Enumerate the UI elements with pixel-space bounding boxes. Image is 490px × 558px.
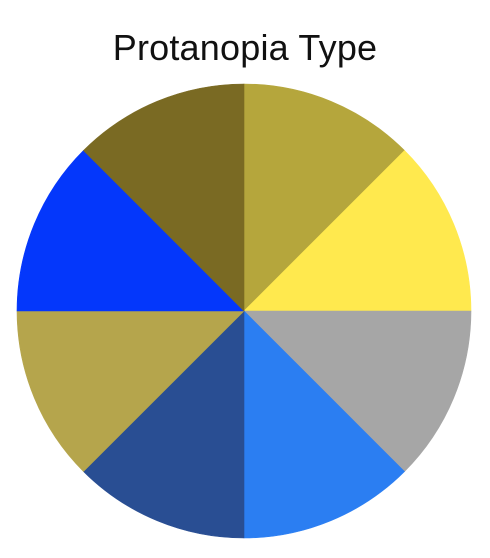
wheel-segment-bottom-left bbox=[83, 310, 245, 539]
wheel-segment-left-lower bbox=[16, 310, 245, 472]
wheel-segment-top-right bbox=[243, 83, 405, 312]
wheel-segment-left-upper bbox=[16, 150, 245, 312]
wheel-segments bbox=[16, 83, 472, 539]
wheel-segment-top-left bbox=[83, 83, 245, 312]
wheel-segment-right-lower bbox=[243, 310, 472, 472]
wheel-segment-right-upper bbox=[243, 150, 472, 312]
diagram-title: Protanopia Type bbox=[112, 27, 378, 68]
wheel-segment-bottom-right bbox=[243, 310, 405, 539]
